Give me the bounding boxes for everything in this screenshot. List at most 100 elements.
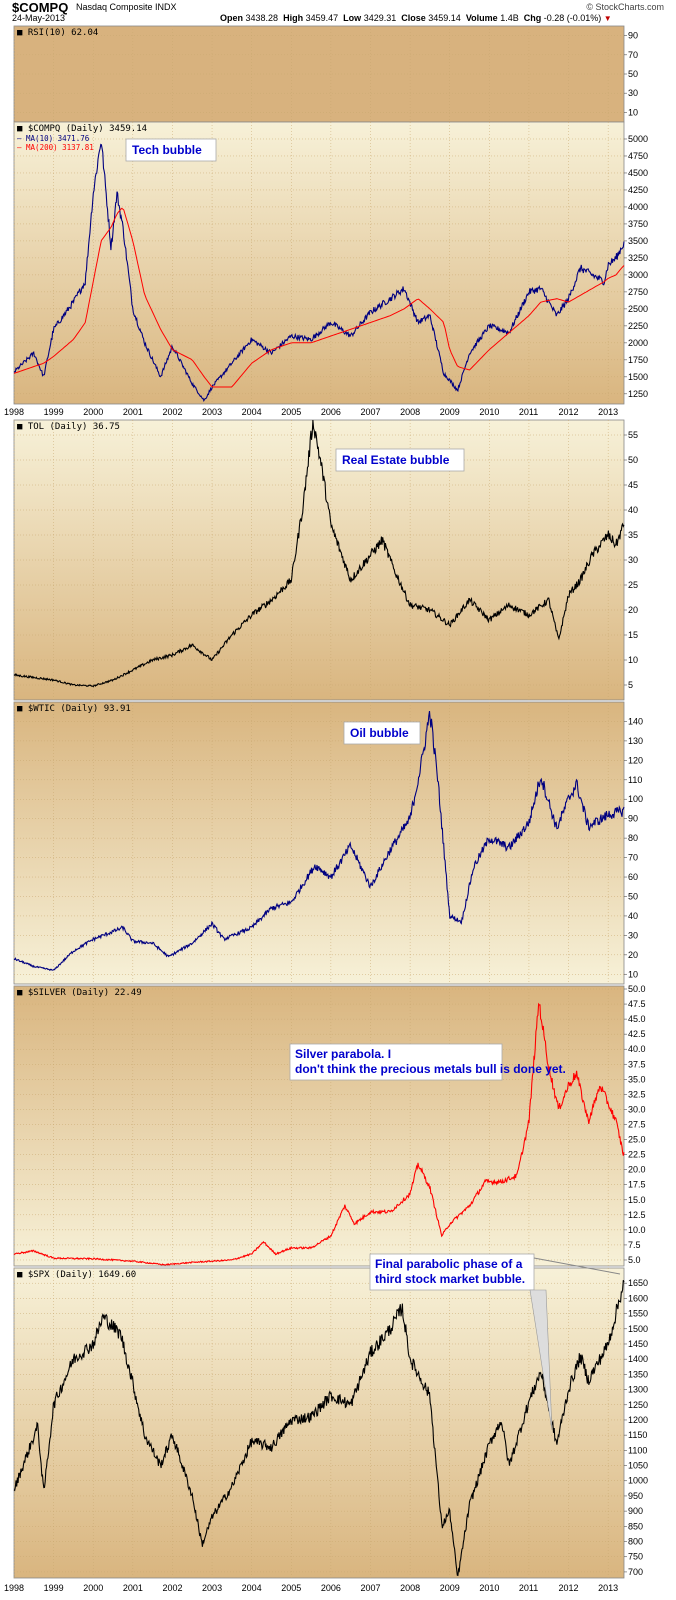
series-line-compq <box>13 143 625 403</box>
y-tick-label: 15.0 <box>628 1195 646 1205</box>
y-tick-label: 30 <box>628 555 638 565</box>
annotation-text: third stock market bubble. <box>375 1272 525 1286</box>
annotation-box <box>343 721 421 745</box>
y-tick-label: 20 <box>628 950 638 960</box>
y-tick-label: 1450 <box>628 1339 648 1349</box>
y-tick-label: 90 <box>628 31 638 41</box>
x-tick-label: 2004 <box>242 1583 262 1593</box>
x-tick-label: 2009 <box>440 407 460 417</box>
x-tick-label: 1999 <box>44 1583 64 1593</box>
x-tick-label: 2000 <box>83 407 103 417</box>
y-tick-label: 750 <box>628 1552 643 1562</box>
panel-title-spx: ■ $SPX (Daily) 1649.60 <box>17 1270 136 1280</box>
chg-value: -0.28 (-0.01%) <box>543 13 602 23</box>
y-tick-label: 2500 <box>628 304 648 314</box>
low-label: Low <box>343 13 362 23</box>
y-tick-label: 80 <box>628 833 638 843</box>
y-tick-label: 60 <box>628 872 638 882</box>
y-tick-label: 35.0 <box>628 1074 646 1084</box>
annotation-pointer <box>533 1257 621 1275</box>
x-tick-label: 2001 <box>123 1583 143 1593</box>
y-tick-label: 40 <box>628 505 638 515</box>
y-tick-label: 900 <box>628 1506 643 1516</box>
y-tick-label: 45 <box>628 480 638 490</box>
panel-background <box>13 985 625 1267</box>
panel-background <box>13 25 625 123</box>
x-tick-label: 2013 <box>598 1583 618 1593</box>
y-tick-label: 12.5 <box>628 1210 646 1220</box>
y-tick-label: 7.5 <box>628 1240 641 1250</box>
down-triangle-icon: ▼ <box>603 14 612 23</box>
panel-rsi: 10 30 50 70 90 ■ RSI(10) 62.04 <box>13 25 638 123</box>
chart-header: $COMPQ Nasdaq Composite INDX 24-May-2013… <box>0 0 676 24</box>
series-line-wtic <box>13 711 625 972</box>
y-tick-label: 1550 <box>628 1309 648 1319</box>
y-tick-label: 4250 <box>628 185 648 195</box>
y-tick-label: 45.0 <box>628 1014 646 1024</box>
y-tick-label: 1000 <box>628 1476 648 1486</box>
ma200-line <box>13 207 625 388</box>
x-tick-label: 2002 <box>162 1583 182 1593</box>
x-tick-label: 2007 <box>360 407 380 417</box>
close-label: Close <box>401 13 426 23</box>
quote-line: Open 3438.28 High 3459.47 Low 3429.31 Cl… <box>220 13 612 23</box>
y-tick-label: 55 <box>628 430 638 440</box>
y-tick-label: 4000 <box>628 202 648 212</box>
y-tick-label: 3000 <box>628 270 648 280</box>
y-tick-label: 25.0 <box>628 1135 646 1145</box>
legend-item: — MA(200) 3137.81 <box>17 143 94 152</box>
y-tick-label: 50 <box>628 69 638 79</box>
x-tick-label: 2001 <box>123 407 143 417</box>
y-tick-label: 120 <box>628 755 643 765</box>
y-tick-label: 5 <box>628 680 633 690</box>
y-tick-label: 42.5 <box>628 1029 646 1039</box>
chg-label: Chg <box>523 13 542 23</box>
y-tick-label: 140 <box>628 716 643 726</box>
panel-background <box>13 121 625 405</box>
y-tick-label: 50 <box>628 455 638 465</box>
x-tick-label: 2013 <box>598 407 618 417</box>
x-tick-label: 2002 <box>162 407 182 417</box>
low-value: 3429.31 <box>363 13 397 23</box>
y-tick-label: 37.5 <box>628 1059 646 1069</box>
y-tick-label: 1100 <box>628 1445 647 1455</box>
panel-background <box>13 701 625 985</box>
y-tick-label: 3500 <box>628 236 648 246</box>
y-tick-label: 27.5 <box>628 1119 646 1129</box>
x-tick-label: 2010 <box>479 407 499 417</box>
y-tick-label: 30 <box>628 930 638 940</box>
y-tick-label: 20.0 <box>628 1165 646 1175</box>
x-tick-label: 2006 <box>321 407 341 417</box>
panel-title-rsi: ■ RSI(10) 62.04 <box>17 28 98 38</box>
y-tick-label: 1050 <box>628 1461 648 1471</box>
volume-label: Volume <box>465 13 498 23</box>
x-tick-label: 1999 <box>44 407 64 417</box>
y-tick-label: 32.5 <box>628 1089 646 1099</box>
x-tick-label: 2008 <box>400 1583 420 1593</box>
y-tick-label: 2000 <box>628 338 648 348</box>
y-tick-label: 17.5 <box>628 1180 646 1190</box>
y-tick-label: 10 <box>628 107 638 117</box>
y-tick-label: 1500 <box>628 372 648 382</box>
legend-item: — MA(10) 3471.76 <box>17 134 90 143</box>
y-tick-label: 1400 <box>628 1354 648 1364</box>
y-tick-label: 15 <box>628 630 638 640</box>
y-tick-label: 50 <box>628 891 638 901</box>
open-label: Open <box>220 13 244 23</box>
x-tick-label: 2003 <box>202 407 222 417</box>
open-value: 3438.28 <box>245 13 279 23</box>
series-line-tol <box>13 419 625 688</box>
x-tick-label: 2011 <box>519 407 538 417</box>
panel-compq: 1250 1500 1750 2000 2250 2500 2750 3000 3250 3500… <box>13 121 648 405</box>
x-tick-label: 1998 <box>4 407 24 417</box>
index-name: Nasdaq Composite INDX <box>76 2 177 12</box>
y-tick-label: 70 <box>628 50 638 60</box>
x-tick-label: 2000 <box>83 1583 103 1593</box>
high-value: 3459.47 <box>305 13 339 23</box>
y-tick-label: 110 <box>628 775 642 785</box>
y-tick-label: 100 <box>628 794 643 804</box>
y-tick-label: 3750 <box>628 219 648 229</box>
annotation-text: don't think the precious metals bull is … <box>295 1062 566 1076</box>
x-tick-label: 2009 <box>440 1583 460 1593</box>
